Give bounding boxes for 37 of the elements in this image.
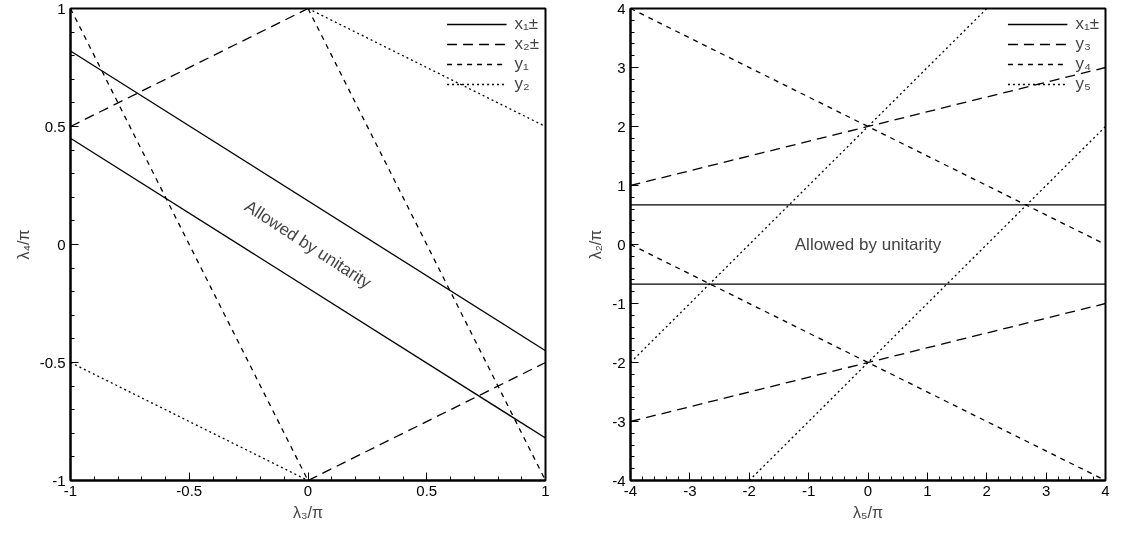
legend-label: y₅ <box>1075 74 1092 94</box>
y-tick-label: 1 <box>57 0 66 17</box>
y-tick-label: -0.5 <box>39 353 66 371</box>
y-tick-label: -3 <box>612 412 626 430</box>
x-tick-label: 2 <box>982 481 991 499</box>
x-tick-label: -1 <box>801 481 816 499</box>
y-tick-label: -1 <box>612 294 626 312</box>
x-tick-label: 0 <box>863 481 873 499</box>
legend-label: y₃ <box>1075 34 1092 54</box>
legend-label: y₂ <box>514 74 531 94</box>
y-axis-title: λ₂/π <box>587 229 605 260</box>
legend-label: x₁± <box>1075 14 1099 34</box>
y-tick-label: 0 <box>57 235 66 253</box>
y-axis-title: λ₄/π <box>14 229 32 260</box>
y-tick-label: 3 <box>617 58 626 76</box>
x-tick-label: 4 <box>1101 481 1110 499</box>
legend-label: y₄ <box>1075 54 1092 74</box>
x-tick-label: 0.5 <box>416 481 438 499</box>
x-axis-title: λ₃/π <box>293 503 323 521</box>
y-tick-label: 4 <box>617 0 626 17</box>
legend-label: y₁ <box>514 54 530 74</box>
x-tick-label: 1 <box>923 481 932 499</box>
x-tick-label: 3 <box>1041 481 1051 499</box>
y-tick-label: 2 <box>617 117 626 135</box>
x-tick-label: -3 <box>683 481 697 499</box>
annotation: Allowed by unitarity <box>794 235 942 254</box>
x-tick-label: 1 <box>541 481 550 499</box>
x-tick-label: -0.5 <box>176 481 203 499</box>
x-axis-title: λ₅/π <box>853 503 883 521</box>
y-tick-label: 0.5 <box>44 117 66 135</box>
x-tick-label: 0 <box>303 481 313 499</box>
y-tick-label: 1 <box>617 176 626 194</box>
legend-label: x₁± <box>514 14 539 34</box>
legend-label: x₂± <box>514 34 539 54</box>
y-tick-label: 0 <box>617 235 626 253</box>
x-tick-label: -2 <box>742 481 756 499</box>
y-tick-label: -2 <box>612 353 626 371</box>
